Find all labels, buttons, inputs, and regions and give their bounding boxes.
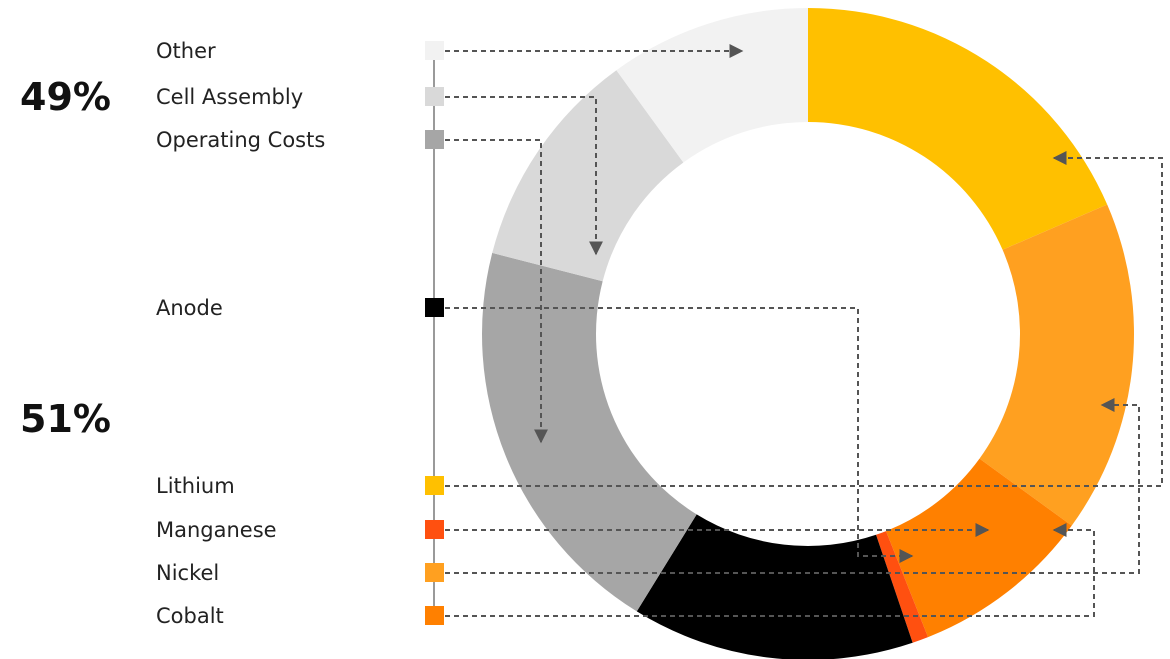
connector-operating-costs xyxy=(445,139,548,444)
slice-anode xyxy=(636,514,913,659)
legend-item-operating-costs: Operating Costs xyxy=(156,128,444,152)
legend-swatch-cell-assembly xyxy=(425,87,444,106)
legend-label-anode: Anode xyxy=(156,296,223,320)
legend-label-other: Other xyxy=(156,39,216,63)
legend-label-operating-costs: Operating Costs xyxy=(156,128,325,152)
legend-label-manganese: Manganese xyxy=(156,518,277,542)
legend-swatch-other xyxy=(425,41,444,60)
connector-cell-assembly xyxy=(445,96,603,256)
legend-item-cell-assembly: Cell Assembly xyxy=(156,85,444,109)
legend-swatch-manganese xyxy=(425,520,444,539)
legend: Other Cell Assembly Operating Costs Anode Li… xyxy=(156,39,444,628)
slice-cobalt xyxy=(886,458,1072,638)
legend-item-anode: Anode xyxy=(156,296,444,320)
slice-nickel xyxy=(979,204,1134,526)
slice-lithium xyxy=(808,8,1108,250)
legend-label-cobalt: Cobalt xyxy=(156,604,224,628)
connector-nickel xyxy=(445,398,1140,574)
legend-swatch-anode xyxy=(425,298,444,317)
group-percentage-2: 51% xyxy=(20,397,111,441)
legend-item-other: Other xyxy=(156,39,444,63)
group-percentages: 49% 51% xyxy=(20,75,111,441)
group-percentage-1: 49% xyxy=(20,75,111,119)
legend-item-cobalt: Cobalt xyxy=(156,604,444,628)
slice-operating-costs xyxy=(482,252,697,612)
connector-lithium xyxy=(445,151,1163,487)
legend-label-cell-assembly: Cell Assembly xyxy=(156,85,303,109)
legend-label-nickel: Nickel xyxy=(156,561,219,585)
connector-anode xyxy=(445,307,914,563)
legend-connectors xyxy=(445,44,1163,617)
legend-swatch-cobalt xyxy=(425,606,444,625)
legend-swatch-operating-costs xyxy=(425,130,444,149)
donut-slices xyxy=(482,8,1134,659)
connector-cobalt xyxy=(445,523,1095,617)
legend-swatch-lithium xyxy=(425,476,444,495)
slice-manganese xyxy=(876,531,929,643)
legend-label-lithium: Lithium xyxy=(156,474,235,498)
slice-other xyxy=(616,8,808,163)
legend-swatch-nickel xyxy=(425,563,444,582)
legend-item-nickel: Nickel xyxy=(156,561,444,585)
legend-item-lithium: Lithium xyxy=(156,474,444,498)
legend-item-manganese: Manganese xyxy=(156,518,444,542)
